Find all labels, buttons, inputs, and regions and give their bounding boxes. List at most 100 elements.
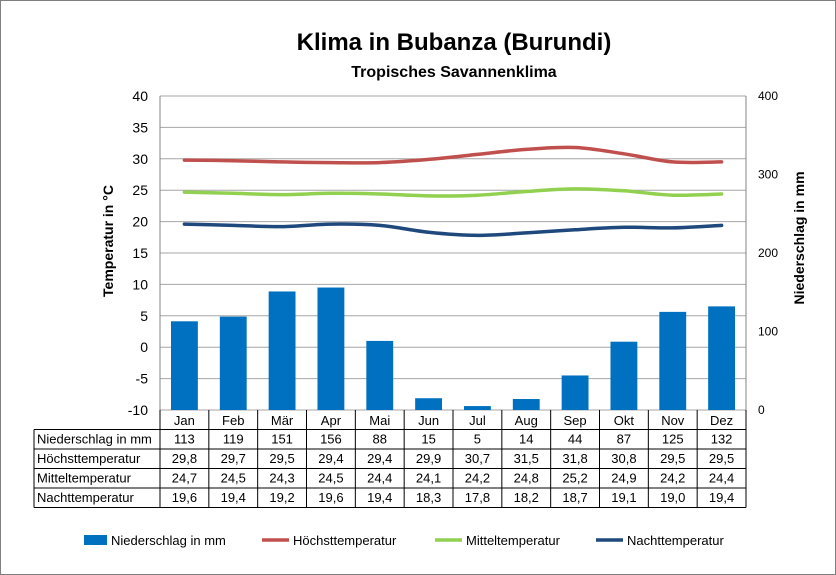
legend-entry: Nachttemperatur [627, 533, 724, 548]
table-cell: 29,5 [660, 451, 685, 466]
table-cell: 87 [617, 432, 631, 447]
table-cell: 88 [373, 432, 387, 447]
y-tick-label: 30 [132, 151, 148, 167]
nachttemperatur-point [721, 224, 723, 226]
y-axis-label: Temperatur in °C [100, 185, 116, 297]
precipitation-bar [219, 316, 247, 410]
temperature-lines [182, 145, 724, 238]
y-tick-label: -5 [136, 371, 149, 387]
table-cell: 19,4 [367, 490, 392, 505]
h-chsttemperatur-point [721, 161, 723, 163]
h-chsttemperatur-point [330, 162, 332, 164]
legend-entry: Mitteltemperatur [466, 533, 561, 548]
table-cell: 14 [519, 432, 533, 447]
nachttemperatur-point [672, 227, 674, 229]
table-cell: 24,8 [514, 471, 539, 486]
category-label: Aug [515, 413, 538, 428]
mitteltemperatur-point [525, 190, 527, 192]
table-cell: 119 [223, 432, 244, 447]
table-cell: 30,7 [465, 451, 490, 466]
table-cell: 19,6 [318, 490, 343, 505]
right-axis-ticks: 400 300 200 100 0 [758, 89, 778, 417]
y2-tick-label: 0 [758, 403, 765, 417]
nachttemperatur-point [232, 224, 234, 226]
table-cell: 24,3 [269, 471, 294, 486]
category-label: Dez [710, 413, 733, 428]
mitteltemperatur-point [476, 194, 478, 196]
mitteltemperatur-point [183, 191, 185, 193]
table-cell: 29,4 [367, 451, 392, 466]
table-cell: 44 [568, 432, 582, 447]
category-label: Mär [271, 413, 294, 428]
mitteltemperatur-point [672, 194, 674, 196]
nachttemperatur-point [379, 224, 381, 226]
legend-swatch [84, 535, 107, 545]
y-tick-label: 40 [132, 88, 148, 104]
table-cell: 29,7 [221, 451, 246, 466]
mitteltemperatur-point [281, 194, 283, 196]
table-cell: 5 [474, 432, 481, 447]
h-chsttemperatur-point [623, 153, 625, 155]
legend: Niederschlag in mm Höchsttemperatur Mittel… [84, 533, 724, 548]
category-label: Okt [614, 413, 635, 428]
h-chsttemperatur-point [281, 161, 283, 163]
precipitation-bar [415, 398, 443, 410]
y-tick-label: 5 [140, 308, 148, 324]
y-tick-label: -10 [128, 402, 148, 418]
category-label: Jun [418, 413, 439, 428]
y-tick-label: 35 [132, 119, 148, 135]
h-chsttemperatur-line [182, 145, 724, 165]
nachttemperatur-point [183, 223, 185, 225]
nachttemperatur-point [476, 234, 478, 236]
table-cell: 29,4 [318, 451, 343, 466]
gridlines [159, 95, 747, 411]
precipitation-bar [561, 375, 589, 410]
table-cell: 24,4 [709, 471, 734, 486]
table-row-header: Mitteltemperatur [37, 471, 132, 486]
precipitation-bar [170, 321, 198, 410]
table-cell: 29,5 [269, 451, 294, 466]
y2-tick-label: 100 [758, 325, 778, 339]
nachttemperatur-point [428, 231, 430, 233]
table-cell: 30,8 [611, 451, 636, 466]
table-cell: 29,8 [172, 451, 197, 466]
category-label: Mai [369, 413, 390, 428]
y2-tick-label: 200 [758, 246, 778, 260]
table-cell: 24,2 [465, 471, 490, 486]
y-tick-label: 10 [132, 276, 148, 292]
precipitation-bar [512, 399, 540, 410]
category-label: Nov [661, 413, 685, 428]
y-tick-label: 0 [140, 339, 148, 355]
h-chsttemperatur-point [183, 159, 185, 161]
table-cell: 24,4 [367, 471, 392, 486]
nachttemperatur-point [574, 229, 576, 231]
table-cell: 15 [421, 432, 435, 447]
left-axis-ticks: 40 35 30 25 20 15 10 5 0 -5 -10 [128, 88, 148, 418]
nachttemperatur-point [281, 226, 283, 228]
precipitation-bar [268, 291, 296, 410]
table-cell: 19,1 [611, 490, 636, 505]
category-label: Jul [469, 413, 486, 428]
chart-subtitle: Tropisches Savannenklima [351, 64, 557, 81]
table-cell: 18,3 [416, 490, 441, 505]
category-label: Feb [222, 413, 244, 428]
y-tick-label: 15 [132, 245, 148, 261]
precipitation-bar [317, 287, 345, 410]
table-cell: 29,5 [709, 451, 734, 466]
y2-tick-label: 400 [758, 89, 778, 103]
precipitation-bar [659, 311, 687, 410]
table-cell: 19,4 [221, 490, 246, 505]
mitteltemperatur-point [574, 188, 576, 190]
table-cell: 17,8 [465, 490, 490, 505]
table-cell: 24,5 [221, 471, 246, 486]
h-chsttemperatur-point [476, 153, 478, 155]
y2-tick-label: 300 [758, 168, 778, 182]
table-cell: 31,5 [514, 451, 539, 466]
table-cell: 156 [320, 432, 342, 447]
table-cell: 19,4 [709, 490, 734, 505]
table-cell: 24,5 [318, 471, 343, 486]
table-cell: 19,2 [269, 490, 294, 505]
table-cell: 25,2 [562, 471, 587, 486]
table-cell: 19,0 [660, 490, 685, 505]
